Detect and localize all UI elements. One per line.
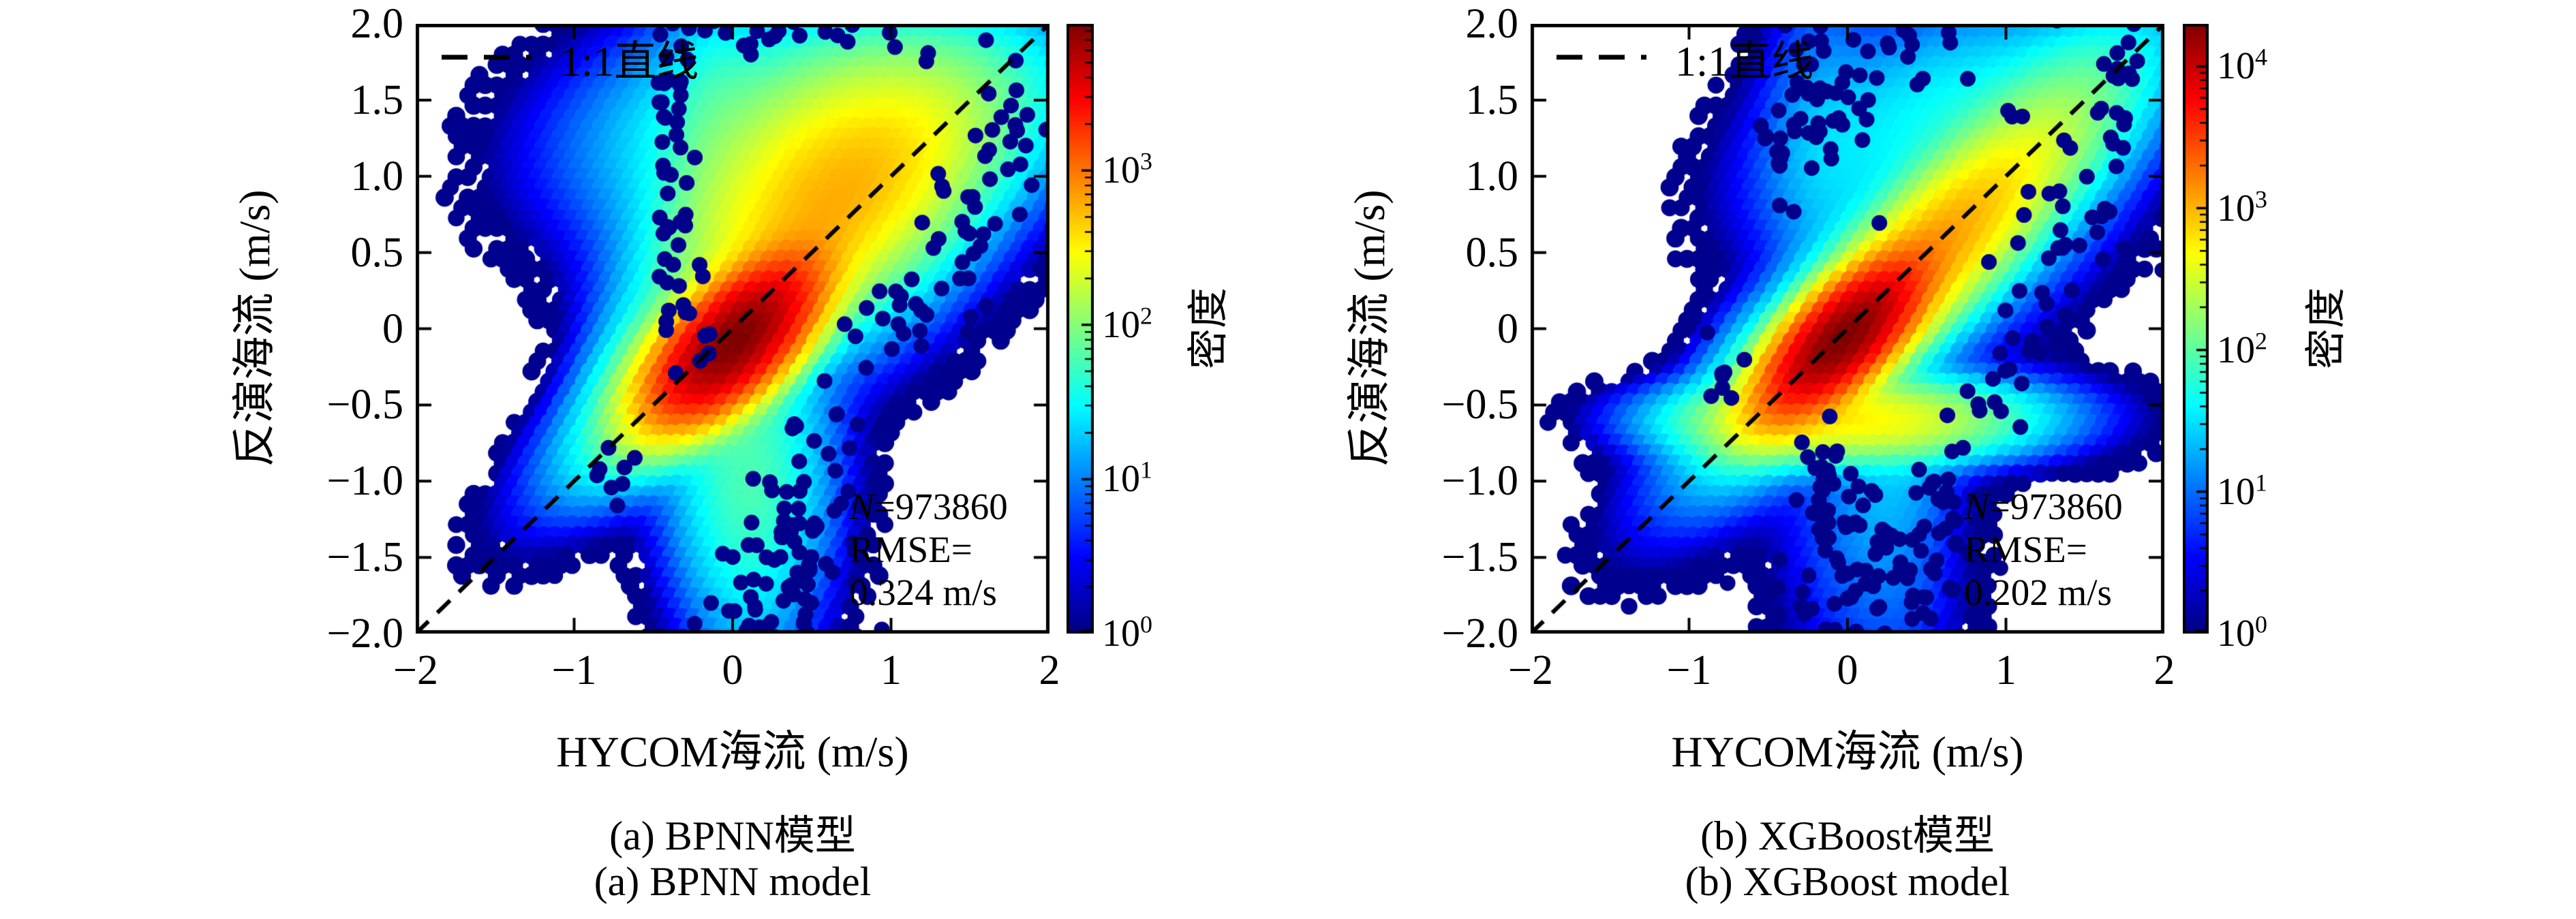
- x-tick-label: 0: [1837, 647, 1858, 694]
- y-tick-label: −1.5: [326, 534, 403, 581]
- x-tick-label: 0: [722, 647, 743, 694]
- colorbar-tick-label: 103: [1102, 147, 1152, 192]
- n-line: N=973860: [1964, 485, 2123, 528]
- colorbar-tick-label: 104: [2217, 43, 2267, 88]
- x-tick-label: −2: [1508, 647, 1553, 694]
- rmse-value-line: 0.202 m/s: [1964, 572, 2112, 613]
- x-tick-label: 1: [880, 647, 902, 694]
- legend-a: 1:1直线: [442, 33, 699, 85]
- dashed-line-icon: [1557, 54, 1646, 60]
- y-axis-label-b: 反演海流 (m/s): [1345, 189, 1394, 467]
- rmse-label-line: RMSE=: [1964, 529, 2087, 570]
- x-tick-label: −1: [1666, 647, 1712, 694]
- y-tick-label: −2.0: [1441, 610, 1518, 657]
- stats-annotation-a: N=973860 RMSE= 0.324 m/s: [849, 485, 1008, 614]
- colorbar-tick-label: 102: [2217, 327, 2267, 371]
- y-tick-label: 2.0: [350, 1, 404, 47]
- rmse-value-line: 0.324 m/s: [849, 572, 997, 613]
- caption-en-a: (a) BPNN model: [594, 859, 872, 904]
- colorbar-label-a: 密度: [1186, 287, 1231, 369]
- y-tick-label: −1.5: [1441, 534, 1518, 581]
- colorbar-canvas-b: [2183, 24, 2209, 634]
- legend-label: 1:1直线: [1675, 39, 1814, 85]
- colorbar-tick-label: 103: [2217, 185, 2267, 230]
- n-symbol: N: [849, 486, 874, 527]
- caption-zh-a: (a) BPNN模型: [609, 813, 856, 858]
- legend-b: 1:1直线: [1557, 33, 1813, 85]
- n-value: =973860: [1989, 486, 2123, 527]
- x-tick-label: −1: [551, 647, 597, 694]
- n-value: =973860: [874, 486, 1008, 527]
- colorbar-tick-label: 101: [2217, 469, 2267, 513]
- hexbin-canvas-a: [416, 24, 1049, 634]
- y-tick-label: 2.0: [1465, 1, 1519, 47]
- n-line: N=973860: [849, 485, 1008, 528]
- colorbar-label-b: 密度: [2303, 287, 2349, 369]
- colorbar-tick-label: 101: [1102, 456, 1152, 501]
- x-axis-label-b: HYCOM海流 (m/s): [1671, 728, 2024, 776]
- y-tick-label: 1.5: [350, 76, 404, 123]
- legend-label: 1:1直线: [560, 39, 699, 85]
- y-tick-label: −2.0: [326, 610, 403, 657]
- x-tick-label: 2: [1039, 647, 1060, 694]
- x-tick-label: −2: [393, 647, 438, 694]
- colorbar-tick-label: 100: [1102, 610, 1152, 655]
- colorbar-canvas-a: [1067, 24, 1094, 634]
- caption-en-b: (b) XGBoost model: [1685, 859, 2010, 904]
- x-axis-label-a: HYCOM海流 (m/s): [556, 728, 909, 776]
- stats-annotation-b: N=973860 RMSE= 0.202 m/s: [1964, 485, 2123, 614]
- colorbar-tick-label: 100: [2217, 610, 2267, 655]
- caption-zh-b: (b) XGBoost模型: [1700, 813, 1995, 858]
- y-axis-label-a: 反演海流 (m/s): [230, 189, 279, 467]
- n-symbol: N: [1964, 486, 1989, 527]
- x-tick-label: 2: [2153, 647, 2175, 694]
- x-tick-label: 1: [1995, 647, 2017, 694]
- rmse-label-line: RMSE=: [849, 529, 972, 570]
- y-tick-label: 1.5: [1465, 76, 1519, 123]
- hexbin-canvas-b: [1531, 24, 2164, 634]
- dashed-line-icon: [442, 54, 532, 60]
- colorbar-tick-label: 102: [1102, 302, 1152, 346]
